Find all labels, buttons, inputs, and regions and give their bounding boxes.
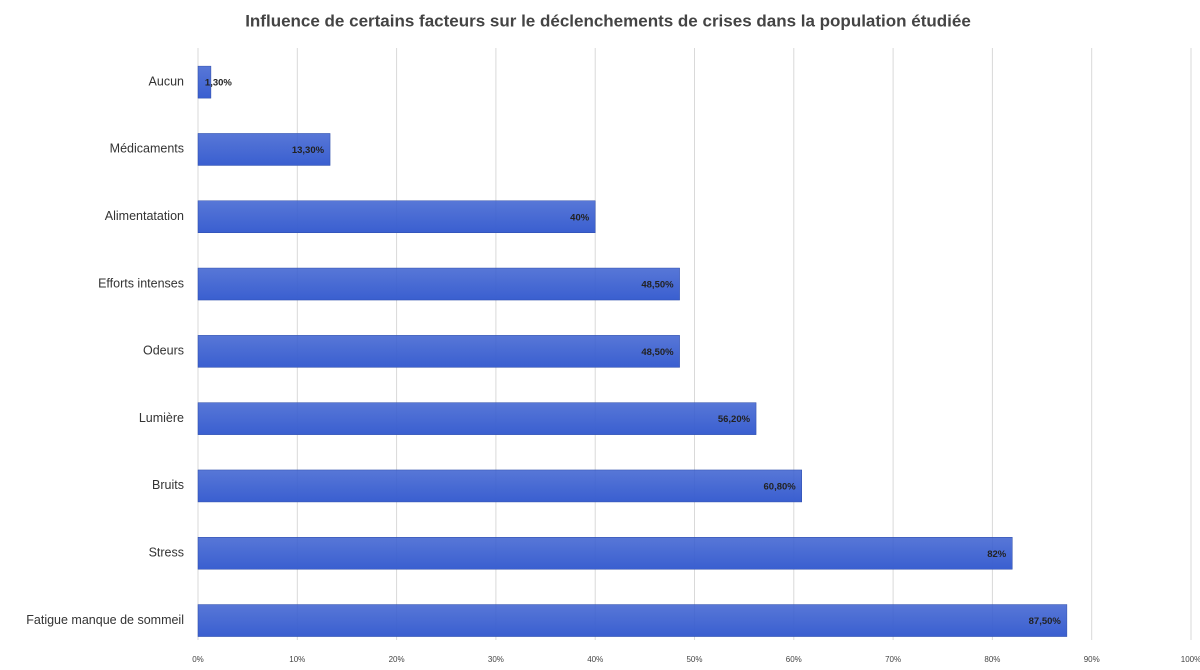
y-tick-label: Fatigue manque de sommeil bbox=[26, 613, 184, 627]
bar bbox=[197, 469, 802, 503]
chart-title: Influence de certains facteurs sur le dé… bbox=[245, 11, 971, 30]
x-tick-label: 30% bbox=[488, 655, 504, 664]
bar bbox=[197, 65, 212, 99]
y-tick-label: Odeurs bbox=[143, 344, 184, 358]
y-tick-label: Lumière bbox=[139, 411, 184, 425]
bar bbox=[197, 133, 331, 166]
value-label: 13,30% bbox=[292, 145, 325, 156]
value-label: 87,50% bbox=[1029, 616, 1062, 627]
value-label: 48,50% bbox=[641, 280, 674, 291]
y-tick-label: Alimentatation bbox=[105, 209, 184, 223]
x-tick-label: 70% bbox=[885, 655, 901, 664]
value-label: 60,80% bbox=[764, 481, 797, 492]
bar bbox=[197, 267, 680, 301]
x-tick-label: 20% bbox=[389, 655, 405, 664]
value-label: 1,30% bbox=[205, 78, 232, 89]
bar bbox=[197, 537, 1013, 570]
value-label: 56,20% bbox=[718, 414, 751, 425]
bar bbox=[197, 200, 596, 233]
y-tick-label: Efforts intenses bbox=[98, 276, 184, 290]
x-tick-label: 50% bbox=[686, 655, 702, 664]
y-tick-label: Stress bbox=[149, 546, 184, 560]
bar bbox=[197, 604, 1068, 637]
bar bbox=[197, 335, 680, 368]
x-tick-label: 90% bbox=[1084, 655, 1100, 664]
value-label: 40% bbox=[570, 212, 590, 223]
x-tick-label: 80% bbox=[984, 655, 1000, 664]
x-tick-label: 10% bbox=[289, 655, 305, 664]
y-tick-label: Aucun bbox=[149, 74, 184, 88]
x-tick-label: 0% bbox=[192, 655, 204, 664]
bar bbox=[197, 402, 757, 435]
y-tick-label: Médicaments bbox=[110, 142, 184, 156]
value-label: 82% bbox=[987, 549, 1007, 560]
y-tick-label: Bruits bbox=[152, 478, 184, 492]
x-tick-label: 100% bbox=[1181, 655, 1200, 664]
x-tick-label: 40% bbox=[587, 655, 603, 664]
x-tick-label: 60% bbox=[786, 655, 802, 664]
value-label: 48,50% bbox=[641, 347, 674, 358]
